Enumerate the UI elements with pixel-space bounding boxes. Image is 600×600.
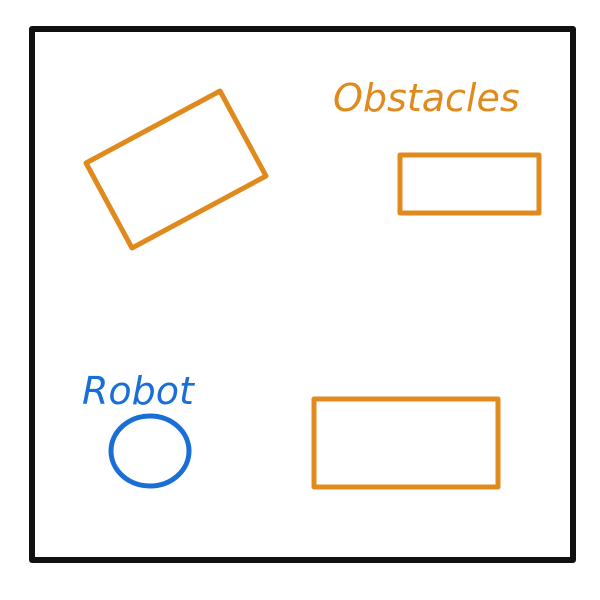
obstacle-rotated (83, 88, 269, 251)
robot-circle (108, 413, 192, 489)
obstacle-large (311, 396, 501, 490)
obstacle-small (397, 152, 542, 216)
environment-boundary (29, 26, 576, 563)
obstacles-label: Obstacles (333, 76, 520, 120)
robot-label: Robot (82, 369, 196, 413)
